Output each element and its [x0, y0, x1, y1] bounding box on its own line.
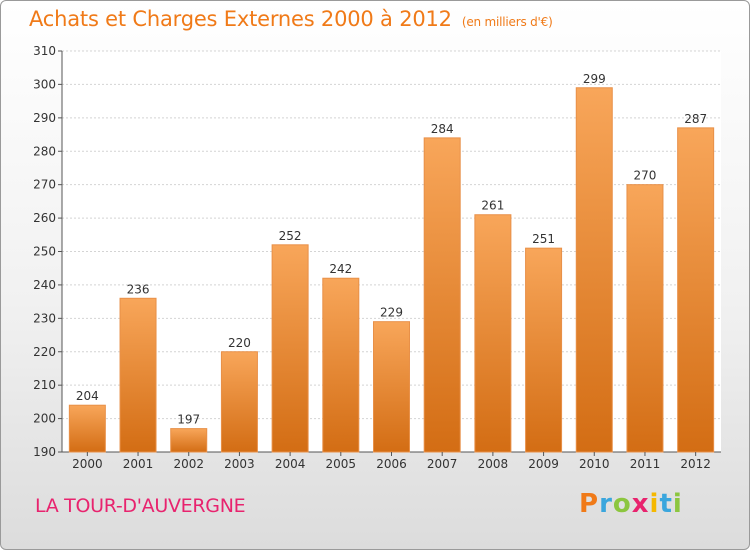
- y-tick-label: 240: [33, 278, 56, 292]
- y-tick-label: 290: [33, 111, 56, 125]
- bar: [474, 214, 512, 453]
- data-label: 242: [329, 262, 352, 276]
- x-tick-label: 2008: [478, 457, 509, 471]
- y-tick-label: 190: [33, 445, 56, 459]
- chart-title: Achats et Charges Externes 2000 à 2012 (e…: [29, 7, 553, 31]
- x-tick-label: 2011: [630, 457, 661, 471]
- data-label: 220: [228, 336, 251, 350]
- bar: [626, 184, 664, 453]
- bar: [677, 127, 715, 453]
- logo-letter: x: [631, 489, 650, 519]
- y-tick-label: 310: [33, 44, 56, 58]
- x-tick-label: 2000: [72, 457, 103, 471]
- x-tick-label: 2002: [173, 457, 204, 471]
- bar: [170, 428, 208, 453]
- y-tick-label: 280: [33, 144, 56, 158]
- bar: [119, 297, 157, 453]
- bar: [68, 404, 106, 453]
- logo-letter: t: [659, 489, 673, 519]
- y-tick-label: 230: [33, 311, 56, 325]
- logo-letter: i: [672, 489, 683, 519]
- bar: [322, 277, 360, 453]
- data-label: 287: [684, 112, 707, 126]
- bar: [373, 321, 410, 453]
- y-tick-label: 220: [33, 345, 56, 359]
- data-label: 229: [380, 306, 403, 320]
- y-tick-label: 260: [33, 211, 56, 225]
- proxiti-logo: Proxiti: [579, 489, 683, 519]
- data-label: 252: [279, 229, 302, 243]
- data-label: 251: [532, 232, 555, 246]
- data-label: 236: [127, 282, 150, 296]
- bar: [220, 351, 258, 453]
- x-tick-label: 2003: [224, 457, 255, 471]
- x-tick-label: 2010: [579, 457, 610, 471]
- logo-letter: r: [599, 489, 613, 519]
- y-tick-label: 250: [33, 245, 56, 259]
- bar: [575, 87, 613, 453]
- y-tick-label: 270: [33, 178, 56, 192]
- bar: [271, 244, 309, 453]
- y-tick-label: 200: [33, 412, 56, 426]
- logo-letter: i: [649, 489, 660, 519]
- logo-letter: o: [612, 489, 632, 519]
- title-text: Achats et Charges Externes 2000 à 2012: [29, 7, 452, 31]
- y-tick-label: 210: [33, 378, 56, 392]
- data-label: 299: [583, 72, 606, 86]
- data-label: 204: [76, 389, 99, 403]
- data-label: 261: [481, 199, 504, 213]
- chart-subtitle: (en milliers d'€): [461, 15, 553, 29]
- x-tick-label: 2005: [326, 457, 357, 471]
- x-tick-label: 2004: [275, 457, 306, 471]
- data-label: 197: [177, 413, 200, 427]
- x-tick-label: 2006: [376, 457, 407, 471]
- bar: [423, 137, 461, 453]
- data-label: 270: [634, 169, 657, 183]
- location-label: LA TOUR-D'AUVERGNE: [35, 495, 246, 517]
- x-tick-label: 2012: [680, 457, 711, 471]
- x-tick-label: 2007: [427, 457, 458, 471]
- y-tick-label: 300: [33, 77, 56, 91]
- bar: [525, 247, 563, 453]
- x-tick-label: 2009: [528, 457, 559, 471]
- logo-letter: P: [579, 489, 600, 519]
- x-tick-label: 2001: [123, 457, 154, 471]
- data-label: 284: [431, 122, 454, 136]
